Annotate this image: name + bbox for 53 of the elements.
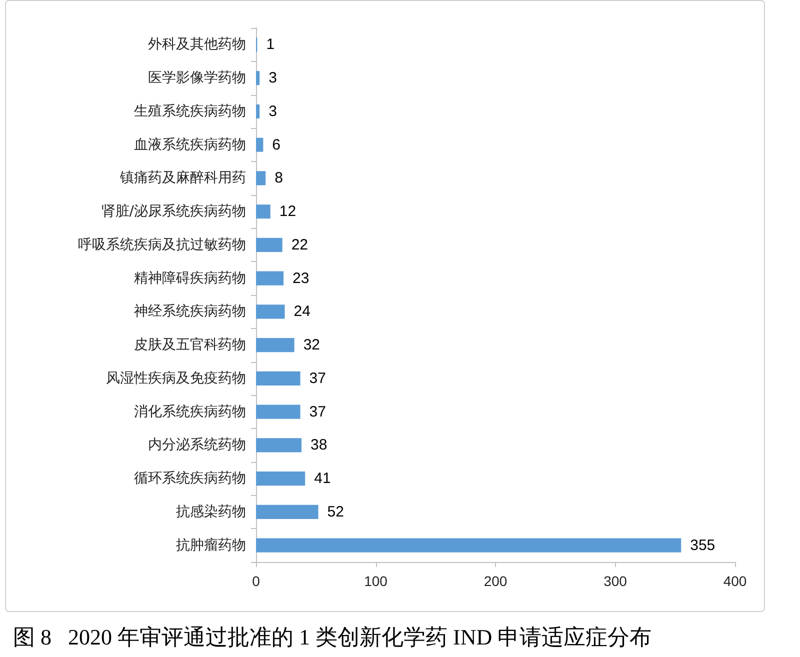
- x-tick-label: 200: [484, 573, 508, 589]
- y-tick-label: 抗感染药物: [176, 504, 246, 520]
- y-tick-label: 神经系统疾病药物: [134, 304, 246, 320]
- y-tick-label: 医学影像学药物: [148, 70, 246, 86]
- data-label: 52: [327, 503, 344, 520]
- data-label: 3: [268, 70, 277, 87]
- bar: [256, 438, 302, 452]
- y-tick-label: 循环系统疾病药物: [134, 470, 246, 487]
- y-tick-label: 内分泌系统药物: [148, 437, 246, 454]
- data-label: 37: [309, 403, 326, 420]
- data-label: 6: [272, 136, 281, 154]
- bar: [256, 371, 300, 386]
- x-tick-label: 300: [604, 573, 628, 589]
- data-label: 8: [274, 170, 283, 187]
- data-label: 37: [309, 370, 326, 387]
- bar: [256, 538, 682, 552]
- bar: [256, 204, 270, 219]
- bar: [256, 504, 318, 519]
- bar: [256, 71, 260, 86]
- y-tick-label: 血液系统疾病药物: [134, 136, 246, 153]
- bar: [256, 238, 282, 252]
- data-label: 24: [294, 303, 310, 320]
- y-tick-label: 镇痛药及麻醉科用药: [119, 170, 246, 186]
- data-label: 23: [292, 270, 310, 287]
- y-tick-label: 皮肤及五官科药物: [134, 337, 246, 354]
- y-tick-label: 精神障碍疾病药物: [134, 270, 246, 286]
- bar: [256, 472, 306, 486]
- y-tick-label: 消化系统疾病药物: [134, 404, 246, 420]
- bar: [256, 271, 284, 286]
- y-tick-label: 风湿性疾病及免疫药物: [106, 370, 246, 386]
- bar: [256, 138, 264, 152]
- bar: [256, 404, 300, 419]
- data-label: 1: [266, 36, 275, 54]
- bar: [256, 104, 260, 118]
- data-label: 41: [314, 470, 331, 488]
- text: 图 8 2020 年审评通过批准的 1 类创新化学药 IND 申请适应症分布: [13, 624, 652, 650]
- x-tick-label: 0: [252, 573, 260, 589]
- data-label: 32: [303, 336, 320, 354]
- data-label: 22: [291, 236, 308, 254]
- bar: [256, 304, 285, 319]
- x-tick-label: 400: [723, 573, 747, 589]
- bar: [256, 171, 266, 186]
- y-tick-label: 生殖系统疾病药物: [134, 103, 246, 120]
- y-tick-label: 抗肿瘤药物: [176, 537, 246, 554]
- x-tick-label: 100: [364, 573, 388, 589]
- data-label: 3: [268, 102, 277, 120]
- data-label: 38: [310, 436, 328, 454]
- y-tick-label: 肾脏/泌尿系统疾病药物: [101, 204, 246, 220]
- y-tick-label: 呼吸系统疾病及抗过敏药物: [78, 236, 246, 253]
- y-tick-label: 外科及其他药物: [148, 36, 246, 53]
- data-label: 355: [690, 536, 716, 554]
- bar: [256, 338, 294, 352]
- data-label: 12: [279, 203, 296, 220]
